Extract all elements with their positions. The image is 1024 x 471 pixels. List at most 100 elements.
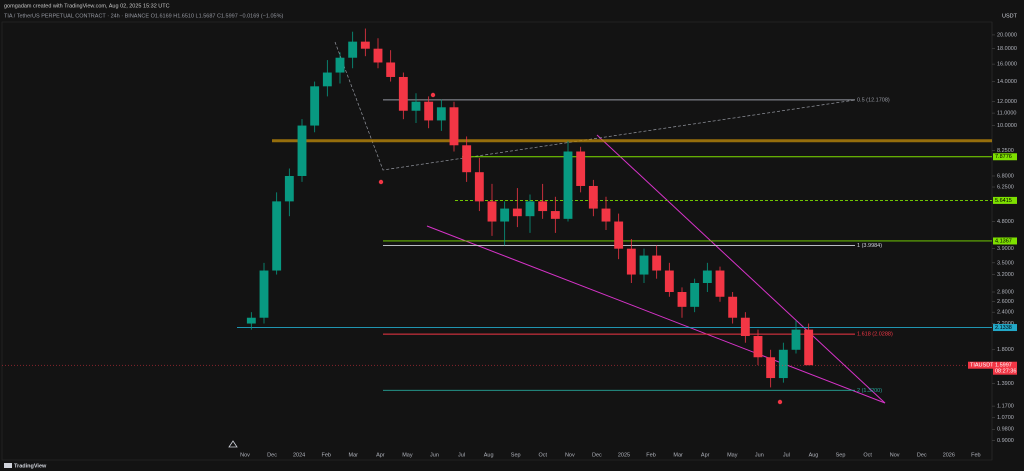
x-tick-label: Aug: [809, 452, 819, 458]
candle-body: [436, 107, 446, 121]
x-tick-label: Dec: [917, 452, 927, 458]
candle-body: [778, 349, 788, 379]
y-tick-label: 3.9000: [997, 246, 1014, 252]
x-tick-label: May: [402, 452, 413, 458]
candle-body: [474, 172, 484, 202]
y-tick-label: 0.9000: [997, 438, 1014, 444]
candle-body: [424, 101, 434, 121]
x-tick-label: Nov: [240, 452, 250, 458]
level-label: 1 (3.9984): [857, 243, 882, 249]
x-tick-label: Apr: [701, 452, 710, 458]
candle-body: [588, 185, 598, 209]
candle-body: [715, 270, 725, 297]
candle-body: [284, 175, 294, 202]
price-tag: [993, 324, 1017, 332]
x-tick-label: Jun: [430, 452, 439, 458]
candle-body: [297, 125, 307, 176]
x-tick-label: Aug: [484, 452, 494, 458]
price-tag-label: 7.8776: [995, 154, 1012, 160]
y-tick-label: 6.2500: [997, 184, 1014, 190]
candle-body: [259, 270, 269, 318]
x-tick-label: Sep: [836, 452, 846, 458]
candle-body: [272, 201, 282, 271]
drawing-tool-icon[interactable]: [228, 440, 238, 448]
x-tick-label: Mar: [673, 452, 683, 458]
candle-body: [360, 41, 370, 49]
credit: gomgadam created with TradingView.com, A…: [4, 3, 170, 9]
price-tag-label: 4.1367: [995, 238, 1012, 244]
trendline: [426, 225, 886, 404]
y-tick-label: 12.0000: [997, 99, 1017, 105]
footer-brand: TradingView: [14, 463, 47, 469]
candle-body: [373, 48, 383, 63]
candle-body: [487, 201, 497, 222]
symbol-info: TIA / TetherUS PERPETUAL CONTRACT · 24h …: [4, 13, 283, 19]
x-tick-label: Sep: [511, 452, 521, 458]
candle-body: [766, 357, 776, 379]
x-tick-label: Jun: [755, 452, 764, 458]
candle-body: [538, 201, 548, 212]
x-tick-label: Jul: [458, 452, 465, 458]
x-tick-label: Jul: [783, 452, 790, 458]
x-tick-label: May: [727, 452, 738, 458]
price-tag: [993, 153, 1017, 161]
x-tick-label: Oct: [863, 452, 872, 458]
dashed-projection: [334, 41, 856, 171]
level-label: 1.618 (2.0288): [857, 332, 893, 338]
x-tick-label: Dec: [592, 452, 602, 458]
x-tick-label: Oct: [538, 452, 547, 458]
marker: [378, 179, 384, 185]
y-tick-label: 6.8000: [997, 173, 1014, 179]
candle-body: [411, 101, 421, 111]
price-tag: [993, 196, 1017, 204]
candle-body: [753, 336, 763, 358]
marker: [777, 399, 783, 405]
candle-body: [677, 292, 687, 307]
candle-body: [664, 270, 674, 293]
candle-body: [335, 57, 345, 73]
y-tick-label: 16.0000: [997, 62, 1017, 68]
price-tag-label: 2.1338: [995, 325, 1012, 331]
candle-body: [246, 317, 256, 324]
last-price-label: 1.5997: [995, 363, 1012, 369]
y-tick-label: 10.0000: [997, 123, 1017, 129]
candle-body: [804, 329, 814, 366]
candle-body: [601, 208, 611, 222]
price-tag: [993, 237, 1017, 245]
candle-body: [626, 248, 636, 275]
x-tick-label: Apr: [376, 452, 385, 458]
trendline: [596, 134, 886, 404]
currency[interactable]: USDT: [1002, 13, 1018, 19]
y-tick-label: 11.0000: [997, 111, 1016, 117]
last-price-tag: [993, 361, 1017, 375]
y-tick-label: 2.4000: [997, 310, 1014, 316]
x-tick-label: Feb: [971, 452, 980, 458]
y-tick-label: 20.0000: [997, 32, 1017, 38]
candle-body: [652, 255, 662, 271]
x-tick-label: Nov: [890, 452, 900, 458]
candle-body: [500, 208, 510, 222]
candle-body: [614, 221, 624, 249]
y-tick-label: 1.0700: [997, 415, 1014, 421]
x-tick-label: 2026: [943, 452, 955, 458]
candle-body: [512, 208, 522, 217]
last-price-name-tag: [968, 361, 993, 369]
x-tick-label: Dec: [267, 452, 277, 458]
candle-body: [791, 329, 801, 350]
x-tick-label: 2025: [618, 452, 630, 458]
y-tick-label: 2.6000: [997, 299, 1014, 305]
level-label: 2 (1.3200): [857, 388, 882, 394]
brand-logo: [4, 463, 12, 468]
last-price-name: TIAUSDT.P: [970, 363, 998, 369]
price-tag-label: 5.6415: [995, 198, 1012, 204]
candle-body: [386, 62, 396, 77]
x-tick-label: Nov: [565, 452, 575, 458]
y-tick-label: 14.0000: [997, 79, 1017, 85]
candle-body: [690, 282, 700, 307]
x-tick-label: Feb: [321, 452, 330, 458]
x-tick-label: 2024: [293, 452, 305, 458]
y-tick-label: 1.3900: [997, 381, 1014, 387]
